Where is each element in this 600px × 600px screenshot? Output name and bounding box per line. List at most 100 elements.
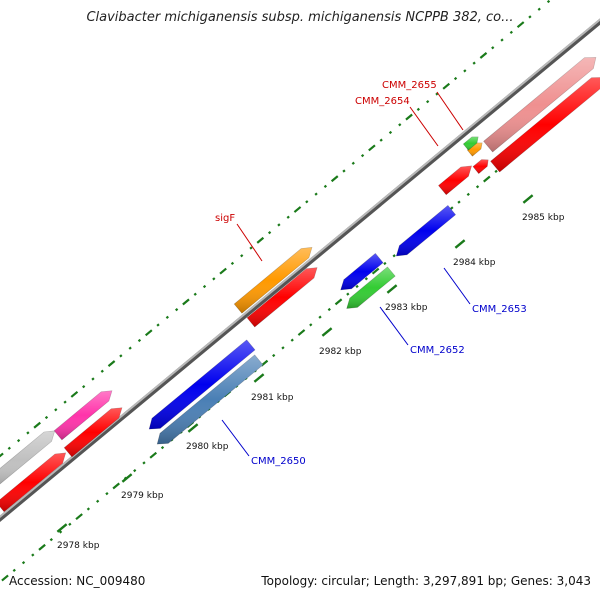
outer-tick bbox=[509, 30, 513, 34]
cmm-2652-cds-arrow-shade bbox=[346, 266, 396, 309]
outer-tick bbox=[330, 175, 339, 183]
outer-tick bbox=[91, 377, 95, 381]
outer-tick bbox=[219, 267, 227, 275]
inner-tick bbox=[392, 254, 396, 258]
inner-tick bbox=[38, 543, 46, 551]
outer-tick bbox=[463, 69, 467, 73]
outer-tick bbox=[379, 138, 383, 142]
cds-arrow-shade bbox=[247, 267, 318, 327]
outer-tick bbox=[351, 161, 355, 165]
outer-tick bbox=[54, 408, 58, 412]
topology-summary: Topology: circular; Length: 3,297,891 bp… bbox=[261, 574, 591, 588]
outer-tick bbox=[323, 184, 328, 189]
outer-tick bbox=[33, 421, 41, 429]
outer-tick bbox=[342, 169, 346, 173]
inner-tick bbox=[86, 507, 91, 511]
outer-tick bbox=[70, 390, 79, 398]
cmm-2655-cds-arrow-shade bbox=[473, 159, 489, 174]
outer-tick bbox=[500, 38, 504, 42]
inner-tick bbox=[281, 346, 285, 350]
outer-tick bbox=[442, 82, 451, 90]
cmm-2654-gene-arrow-shade bbox=[467, 142, 483, 157]
inner-tick bbox=[112, 482, 120, 490]
outer-tick-ring bbox=[0, 0, 551, 458]
outer-tick bbox=[314, 192, 318, 196]
inner-tick bbox=[149, 451, 158, 459]
outer-tick bbox=[453, 76, 458, 81]
inner-tick bbox=[346, 292, 350, 296]
outer-tick bbox=[156, 323, 160, 327]
inner-tick bbox=[58, 530, 63, 534]
pink-feature-arrow-shade bbox=[54, 390, 112, 440]
outer-tick bbox=[16, 438, 21, 443]
kbp-tick-label: 2978 kbp bbox=[57, 541, 100, 551]
inner-tick bbox=[466, 192, 470, 197]
major-tick bbox=[386, 284, 398, 294]
outer-tick bbox=[491, 46, 495, 50]
inner-tick bbox=[105, 491, 109, 496]
inner-tick bbox=[334, 298, 343, 306]
outer-tick bbox=[212, 277, 216, 281]
gene-label[interactable]: sigF bbox=[215, 213, 235, 224]
inner-tick bbox=[272, 353, 276, 358]
major-tick bbox=[321, 327, 333, 337]
label-leader-line bbox=[379, 306, 409, 346]
cmm-2653-gene-arrow-shade bbox=[396, 205, 456, 256]
inner-tick bbox=[142, 461, 146, 465]
inner-tick bbox=[12, 568, 16, 572]
inner-tick bbox=[494, 169, 498, 174]
inner-tick bbox=[309, 323, 313, 327]
kbp-tick-label: 2983 kbp bbox=[385, 303, 428, 313]
inner-tick bbox=[327, 307, 331, 312]
inner-tick bbox=[383, 261, 387, 266]
outer-tick bbox=[165, 315, 169, 319]
label-layer: 2978 kbp 2979 kbp 2980 kbp 2981 kbp 2982 kbp… bbox=[57, 80, 565, 551]
major-tick bbox=[187, 423, 199, 433]
cmm-2650-gene-arrow-shade bbox=[149, 339, 255, 430]
outer-tick bbox=[416, 107, 420, 111]
major-tick bbox=[121, 473, 133, 483]
gene-label[interactable]: CMM_2650 bbox=[251, 456, 306, 467]
kbp-tick-label: 2984 kbp bbox=[453, 258, 496, 268]
kbp-tick-label: 2980 kbp bbox=[186, 442, 229, 452]
outer-tick bbox=[202, 284, 207, 289]
outer-tick bbox=[528, 15, 532, 19]
gene-label[interactable]: CMM_2653 bbox=[472, 304, 527, 315]
inner-tick bbox=[364, 277, 368, 281]
major-tick bbox=[56, 523, 68, 533]
outer-tick bbox=[277, 223, 281, 227]
backbone-highlight bbox=[0, 18, 600, 519]
outer-tick bbox=[360, 153, 365, 158]
inner-tick bbox=[160, 445, 165, 450]
inner-tick bbox=[49, 538, 53, 542]
outer-tick bbox=[230, 261, 235, 266]
gene-label[interactable]: CMM_2654 bbox=[355, 96, 410, 107]
label-leader-line bbox=[221, 419, 250, 457]
inner-tick bbox=[68, 522, 72, 526]
label-leaders bbox=[221, 91, 471, 457]
outer-tick bbox=[175, 308, 179, 312]
outer-tick bbox=[249, 246, 253, 250]
outer-tick bbox=[107, 360, 116, 367]
inner-tick bbox=[21, 561, 26, 565]
gene-label[interactable]: CMM_2655 bbox=[382, 80, 437, 91]
outer-tick bbox=[256, 236, 265, 244]
outer-tick bbox=[144, 329, 153, 337]
outer-tick bbox=[537, 7, 541, 11]
outer-tick bbox=[137, 338, 142, 343]
outer-tick bbox=[293, 206, 302, 213]
label-leader-line bbox=[443, 267, 471, 305]
inner-tick bbox=[297, 329, 306, 336]
sigf-gene-arrow-shade bbox=[234, 247, 312, 314]
accession-text: Accession: NC_009480 bbox=[9, 574, 146, 588]
outer-tick bbox=[286, 215, 290, 219]
outer-tick bbox=[0, 452, 4, 458]
backbone-line bbox=[0, 18, 600, 522]
inner-tick bbox=[75, 513, 83, 521]
outer-tick bbox=[240, 254, 244, 258]
outer-tick bbox=[267, 230, 272, 235]
cmm-2655-gene-arrow-shade bbox=[463, 136, 479, 151]
cmm-2652-gene-arrow-shade bbox=[340, 253, 384, 290]
gene-label[interactable]: CMM_2652 bbox=[410, 345, 465, 356]
light-red-feature-arrow-shade bbox=[483, 57, 596, 152]
